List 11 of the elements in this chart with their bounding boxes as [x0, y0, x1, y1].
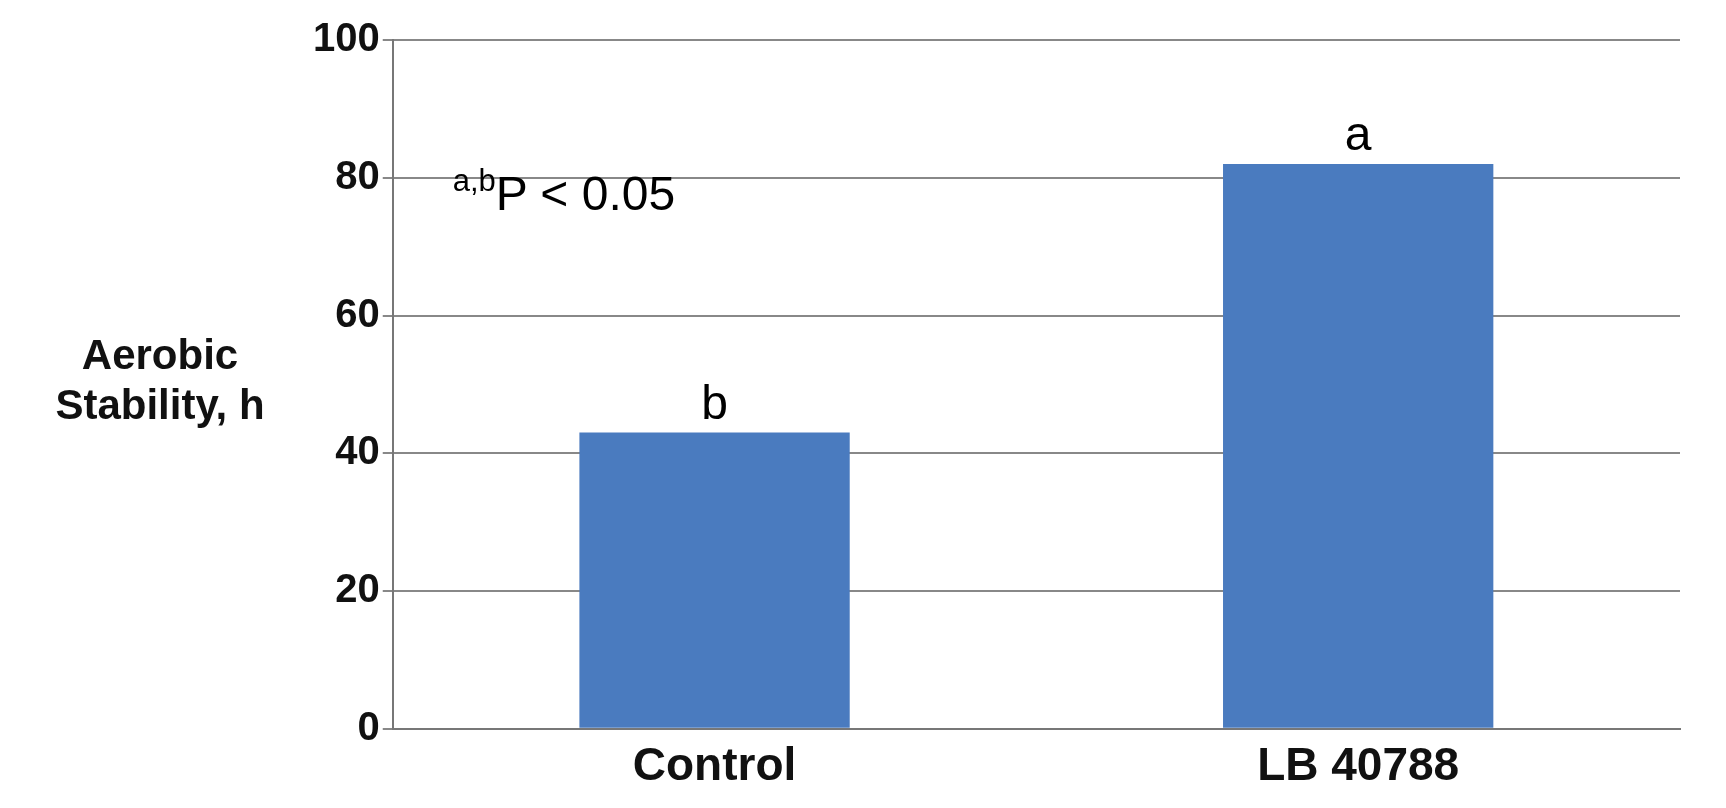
annotation: a	[1344, 106, 1372, 160]
x-tick-label: Control	[632, 738, 797, 791]
y-axis-title: Aerobic Stability, h	[54, 330, 266, 431]
y-tick-label: 60	[335, 290, 380, 335]
y-tick-label: 0	[357, 703, 380, 748]
y-tick-label: 80	[335, 152, 380, 197]
annotation: b	[701, 375, 728, 429]
y-tick-label: 40	[335, 428, 380, 473]
x-tick-label: LB 40788	[1257, 738, 1460, 791]
y-tick-label: 20	[335, 566, 380, 611]
y-tick-label: 100	[312, 15, 380, 60]
